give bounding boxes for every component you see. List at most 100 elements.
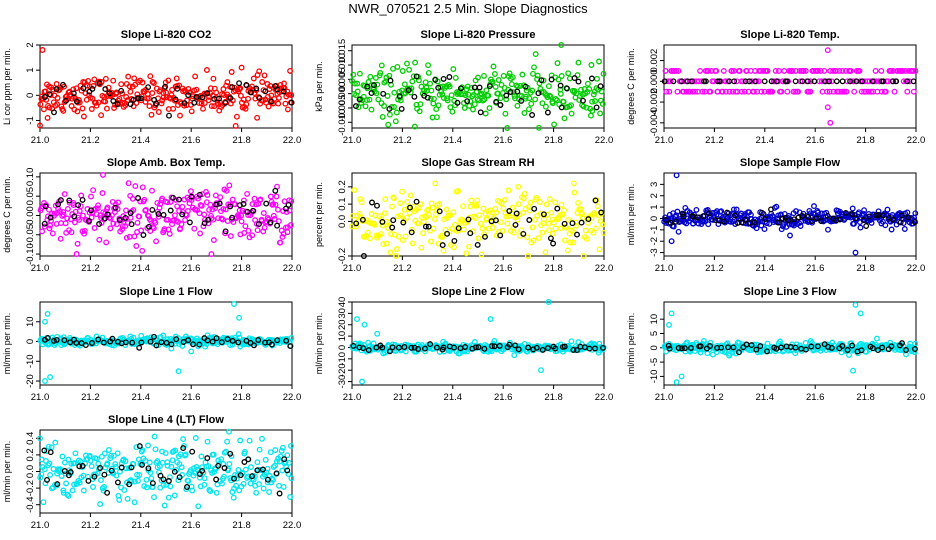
reference-point	[184, 484, 190, 490]
data-point	[180, 436, 187, 443]
y-tick-label: -20	[25, 374, 36, 388]
data-point	[511, 352, 518, 359]
data-point	[267, 449, 274, 456]
data-point	[268, 92, 275, 99]
data-point	[170, 105, 177, 112]
x-tick-label: 21.4	[132, 520, 151, 531]
x-tick-label: 21.6	[182, 263, 201, 274]
data-point	[73, 85, 80, 92]
reference-point	[678, 345, 685, 352]
data-point	[470, 106, 476, 113]
data-point	[124, 495, 131, 502]
data-point	[97, 477, 104, 484]
data-point	[543, 201, 550, 208]
reference-point	[47, 449, 54, 456]
data-point	[861, 207, 868, 214]
data-point	[189, 487, 196, 494]
x-tick-label: 21.8	[544, 263, 563, 274]
reference-point	[753, 346, 760, 353]
data-point	[391, 104, 397, 110]
data-point	[489, 224, 496, 231]
data-point	[387, 249, 394, 256]
reference-point	[180, 339, 187, 345]
data-point	[399, 237, 406, 244]
x-tick-label: 21.0	[343, 392, 362, 403]
reference-point	[215, 462, 222, 469]
x-tick-label: 21.0	[31, 135, 50, 146]
data-point	[79, 212, 86, 219]
reference-point	[415, 346, 422, 352]
data-point	[154, 199, 161, 206]
data-point	[447, 104, 454, 111]
y-tick-label: 0.2	[337, 180, 348, 193]
outlier-point	[678, 373, 685, 380]
data-point	[276, 482, 282, 489]
reference-point	[136, 344, 143, 351]
reference-point	[46, 91, 53, 98]
data-point	[764, 67, 771, 74]
data-point	[42, 88, 49, 95]
data-point	[497, 219, 504, 226]
reference-point	[229, 214, 236, 221]
data-point	[228, 69, 235, 75]
data-point	[850, 78, 857, 85]
reference-point	[433, 344, 440, 351]
reference-point	[751, 219, 758, 226]
data-point	[198, 202, 205, 209]
reference-point	[592, 345, 598, 352]
reference-point	[44, 335, 51, 341]
data-point	[76, 99, 83, 106]
reference-point	[174, 85, 181, 92]
data-point	[533, 194, 540, 201]
data-point	[536, 199, 543, 205]
reference-point	[897, 219, 904, 226]
data-point	[778, 226, 785, 233]
data-point	[277, 239, 284, 246]
reference-point	[360, 253, 367, 259]
data-point	[272, 201, 279, 208]
reference-point	[784, 78, 790, 85]
reference-point	[899, 340, 905, 347]
data-point	[129, 195, 136, 202]
data-point	[448, 92, 455, 99]
x-tick-label: 21.8	[544, 135, 563, 146]
y-tick-label: 0.05	[25, 187, 36, 206]
reference-point	[196, 191, 203, 198]
data-point	[63, 480, 70, 487]
reference-point	[679, 211, 686, 217]
y-axis-label: ml/min per min.	[2, 441, 12, 503]
data-point	[157, 484, 164, 491]
data-point	[888, 226, 895, 233]
reference-point	[371, 82, 377, 89]
data-point	[502, 110, 509, 117]
reference-point	[176, 474, 183, 481]
data-point	[279, 467, 286, 474]
reference-point	[512, 221, 519, 228]
data-point	[64, 205, 71, 212]
reference-point	[869, 345, 876, 352]
reference-point	[172, 96, 179, 103]
data-point	[430, 100, 437, 107]
reference-point	[85, 477, 92, 484]
data-point	[377, 230, 384, 237]
data-point	[148, 111, 155, 118]
data-point	[415, 220, 422, 227]
reference-point	[578, 219, 585, 226]
reference-point	[116, 217, 123, 223]
data-point	[80, 487, 87, 494]
panel-title: Slope Li-820 CO2	[121, 29, 211, 41]
data-point	[237, 437, 244, 444]
data-point	[406, 66, 413, 73]
data-point	[112, 461, 119, 468]
data-point	[288, 198, 295, 205]
reference-point	[88, 207, 95, 214]
data-point	[218, 456, 225, 463]
data-point	[427, 80, 434, 87]
y-tick-label: 3	[649, 182, 660, 187]
reference-point	[157, 472, 164, 479]
data-point	[597, 110, 604, 117]
data-point	[131, 233, 138, 240]
reference-point	[57, 197, 64, 204]
data-point	[498, 81, 505, 88]
reference-point	[91, 473, 98, 480]
